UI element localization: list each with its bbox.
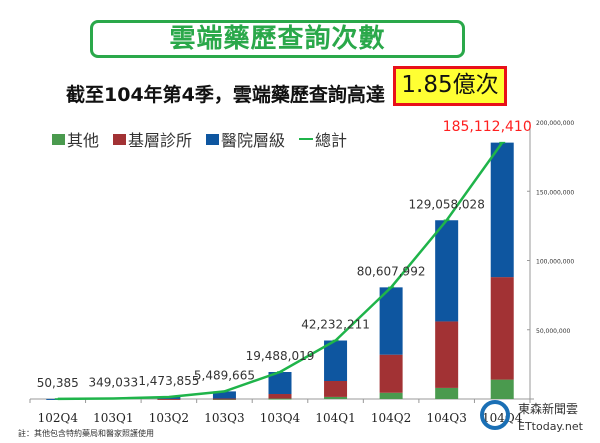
- legend-label: 其他: [67, 131, 100, 150]
- data-label: 129,058,028: [408, 197, 484, 211]
- x-tick-label: 104Q1: [315, 411, 355, 425]
- bar-segment-clinic: [157, 398, 181, 400]
- x-tick-label: 104Q3: [426, 411, 466, 425]
- logo-circle-icon: [480, 400, 510, 430]
- x-tick-label: 102Q4: [38, 411, 79, 425]
- bar-segment-clinic: [268, 394, 292, 399]
- legend: 其他 基層診所 醫院層級 總計: [52, 127, 347, 151]
- bar-segment-clinic: [379, 354, 403, 393]
- bar-segment-clinic: [490, 277, 514, 380]
- data-label: 80,607,992: [357, 264, 426, 278]
- logo-subtext: ETtoday.net: [518, 420, 583, 433]
- legend-swatch: [52, 133, 65, 145]
- x-tick-label: 103Q2: [149, 411, 189, 425]
- bar-segment-other: [379, 392, 403, 399]
- bar-segment-clinic: [212, 398, 236, 400]
- legend-label: 總計: [315, 131, 348, 150]
- bar-segment-clinic: [435, 321, 459, 388]
- highlight-total: 1.85億次: [393, 66, 507, 106]
- bar-segment-other: [435, 387, 459, 399]
- bar-segment-hospital: [268, 372, 292, 395]
- y-tick-label: 150,000,000: [536, 189, 574, 196]
- bar-segment-clinic: [324, 380, 348, 397]
- data-label: 42,232,211: [301, 318, 370, 332]
- x-tick-label: 103Q4: [260, 411, 301, 425]
- chart-title: 雲端藥歷查詢次數: [90, 20, 465, 58]
- data-label: 50,385: [37, 376, 79, 390]
- data-label: 349,033: [89, 376, 139, 390]
- bar-segment-hospital: [379, 287, 403, 355]
- legend-other: 其他: [52, 127, 99, 151]
- y-tick-label: 100,000,000: [536, 259, 574, 266]
- data-label: 185,112,410: [443, 119, 532, 135]
- data-label: 19,488,019: [246, 349, 315, 363]
- y-tick-label: 200,000,000: [536, 120, 574, 127]
- y-tick-label: 50,000,000: [536, 328, 571, 335]
- data-label: 5,489,665: [194, 368, 255, 382]
- legend-label: 基層診所: [128, 131, 193, 150]
- legend-total: 總計: [299, 127, 347, 151]
- data-label: 1,473,855: [138, 374, 199, 388]
- bar-segment-other: [268, 398, 292, 400]
- legend-line: [299, 138, 314, 140]
- bar-segment-hospital: [212, 391, 236, 399]
- x-tick-label: 103Q3: [204, 411, 244, 425]
- x-tick-label: 103Q1: [93, 411, 133, 425]
- legend-swatch: [206, 133, 220, 145]
- bar-segment-hospital: [435, 220, 459, 322]
- x-tick-label: 104Q2: [371, 411, 411, 425]
- legend-label: 醫院層級: [221, 131, 286, 150]
- subtitle: 截至104年第4季，雲端藥歷查詢高達: [66, 84, 385, 106]
- bar-segment-other: [324, 396, 348, 399]
- bar-segment-hospital: [324, 340, 348, 381]
- bar-segment-hospital: [490, 142, 514, 278]
- footnote: 註：其他包含特約藥局和醫家照護使用: [18, 429, 154, 438]
- logo-text: 東森新聞雲: [518, 402, 579, 416]
- legend-hospital: 醫院層級: [206, 127, 285, 151]
- legend-swatch: [113, 133, 127, 145]
- bar-segment-other: [490, 379, 514, 399]
- legend-clinic: 基層診所: [113, 127, 192, 151]
